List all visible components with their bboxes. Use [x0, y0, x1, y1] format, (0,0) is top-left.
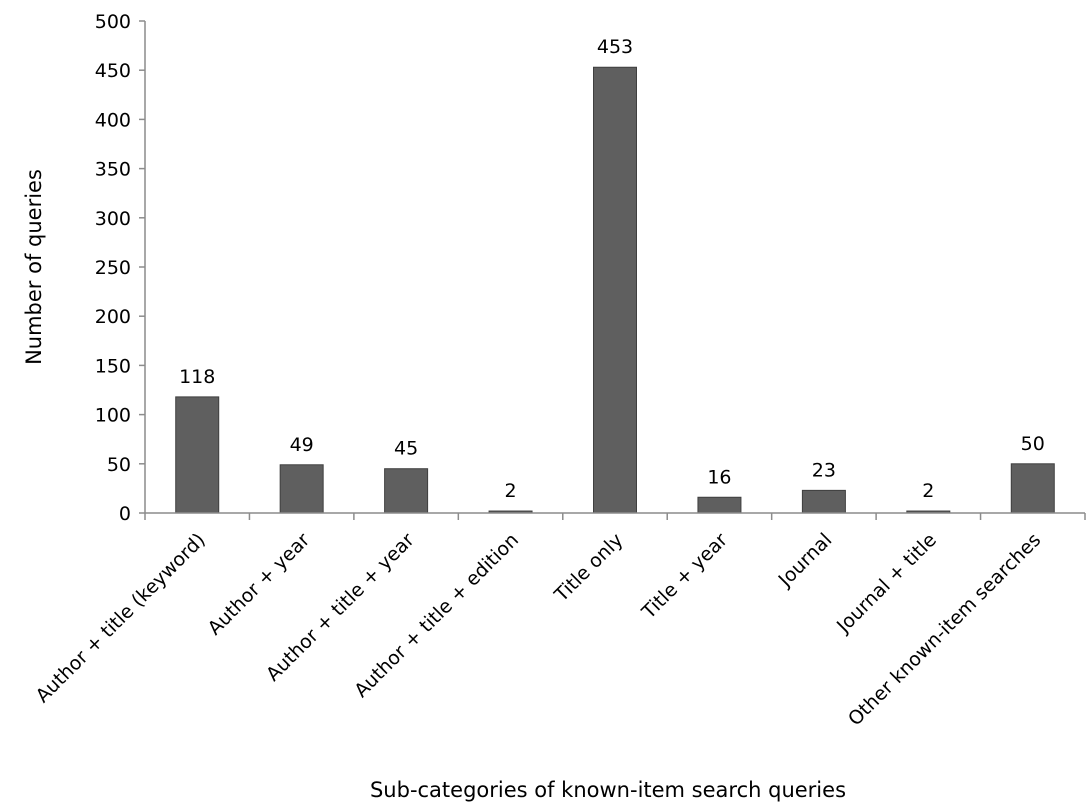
x-category-label: Journal + title: [832, 529, 941, 638]
data-label: 50: [1021, 433, 1045, 455]
y-tick-label: 150: [95, 355, 131, 377]
y-axis-title: Number of queries: [22, 169, 46, 365]
y-tick-label: 350: [95, 159, 131, 181]
bar: [279, 464, 324, 514]
y-tick-label: 250: [95, 257, 131, 279]
y-tick-label: 100: [95, 405, 131, 427]
data-label: 23: [812, 459, 836, 481]
y-ticks-group: 0 50 100 150 200 250 300 350 400 450 500: [95, 11, 145, 525]
data-label: 45: [394, 438, 418, 460]
bar: [801, 489, 846, 514]
x-axis-title: Sub-categories of known-item search quer…: [370, 778, 846, 802]
y-tick-label: 300: [95, 208, 131, 230]
x-category-label: Journal: [774, 529, 837, 592]
y-tick-label: 200: [95, 306, 131, 328]
data-label: 118: [179, 366, 215, 388]
y-tick-label: 0: [119, 503, 131, 525]
data-label: 16: [707, 466, 731, 488]
data-label: 49: [290, 434, 314, 456]
x-category-label: Author + title (keyword): [32, 529, 210, 707]
data-label: 2: [922, 480, 934, 502]
x-ticks-group: Author + title (keyword)Author + yearAut…: [32, 513, 1086, 730]
bars-group: [175, 66, 1055, 514]
data-label: 453: [597, 36, 633, 58]
x-category-label: Title only: [550, 529, 628, 607]
bar: [697, 496, 742, 514]
y-tick-label: 400: [95, 109, 131, 131]
x-category-label: Author + year: [204, 529, 315, 640]
y-tick-label: 500: [95, 11, 131, 33]
y-tick-label: 450: [95, 60, 131, 82]
data-label: 2: [505, 480, 517, 502]
x-category-label: Other known-item searches: [844, 529, 1045, 730]
data-labels-group: 118 49 45 2 453 16 23 2 50: [179, 36, 1045, 502]
y-tick-label: 50: [107, 454, 131, 476]
bar: [175, 396, 220, 514]
bar: [593, 66, 637, 514]
x-category-label: Title + year: [637, 529, 732, 624]
bar: [384, 468, 429, 514]
bar: [1010, 463, 1055, 514]
